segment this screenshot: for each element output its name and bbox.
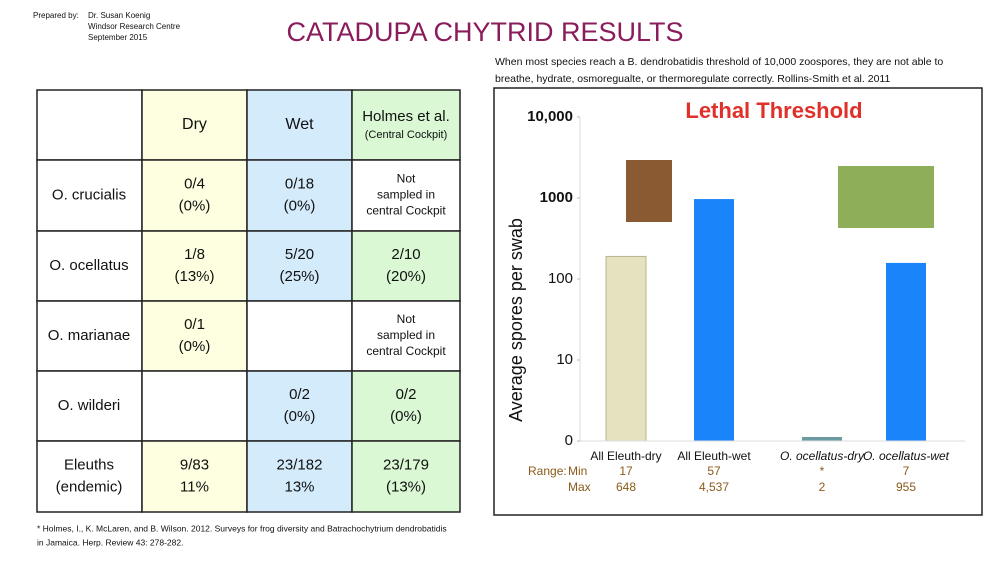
y-tick-label: 100 — [548, 270, 573, 287]
table-cell — [141, 370, 248, 442]
table-cell — [141, 300, 248, 372]
table-value: 0/2 — [289, 386, 310, 403]
table-value: 1/8 — [184, 246, 205, 263]
table-cell — [141, 230, 248, 302]
table-value: central Cockpit — [366, 204, 446, 218]
table-value: (20%) — [386, 268, 426, 285]
column-header: Holmes et al. — [362, 108, 450, 125]
row-label: O. ocellatus — [49, 257, 128, 274]
range-label: Range: — [528, 464, 567, 478]
table-value: 11% — [180, 478, 209, 495]
table-cell — [36, 370, 143, 442]
table-value: 0/18 — [285, 175, 314, 192]
table-cell — [141, 159, 248, 232]
table-cell — [351, 440, 461, 513]
note-line: breathe, hydrate, osmoregualte, or therm… — [495, 73, 890, 85]
row-label: Eleuths (endemic) — [56, 456, 123, 495]
range-max: 648 — [616, 480, 636, 494]
bar — [802, 437, 842, 441]
range-min: 7 — [903, 464, 910, 478]
range-max: 955 — [896, 480, 916, 494]
table-cell — [246, 159, 353, 232]
frog-photo — [626, 160, 672, 222]
table-value: 13% — [284, 478, 314, 495]
frog-photo — [838, 166, 934, 228]
footnote: * Holmes, I., K. McLaren, and B. Wilson.… — [37, 523, 447, 533]
table-cell — [246, 89, 353, 161]
table-value: 0/2 — [396, 386, 417, 403]
y-tick-label: 10,000 — [527, 108, 573, 125]
prepared-by: September 2015 — [88, 33, 148, 42]
table-value: 2/10 — [391, 246, 420, 263]
table: Dry Wet Holmes et al. (Central Cockpit) O. c… — [36, 89, 461, 513]
table-value: (0%) — [284, 408, 316, 425]
table-value: 0/1 — [184, 316, 205, 333]
table-cell — [351, 89, 461, 161]
footnote: in Jamaica. Herp. Review 43: 278-282. — [37, 537, 183, 547]
y-axis-label: Average spores per swab — [506, 218, 526, 422]
row-label: O. crucialis — [52, 186, 126, 203]
table-cell — [351, 230, 461, 302]
x-tick-label: All Eleuth-dry — [590, 449, 661, 463]
table-value: 9/83 — [180, 456, 209, 473]
table-value: 23/179 — [383, 456, 429, 473]
table-value: (0%) — [179, 338, 211, 355]
note-line: When most species reach a B. dendrobatid… — [495, 56, 943, 68]
table-cell — [246, 370, 353, 442]
table-cell — [36, 159, 143, 232]
y-tick-label: 0 — [565, 432, 573, 449]
range-max: 4,537 — [699, 480, 729, 494]
x-tick-label: O. ocellatus-wet — [863, 449, 950, 463]
table-cell — [36, 440, 143, 513]
bar — [886, 262, 926, 441]
table-value: sampled in — [377, 328, 435, 342]
table-value: sampled in — [377, 188, 435, 202]
column-header: Wet — [285, 116, 314, 133]
table-value: central Cockpit — [366, 344, 446, 358]
table-value: 5/20 — [285, 246, 314, 263]
table-value: (25%) — [279, 268, 319, 285]
table-cell — [246, 230, 353, 302]
prepared-label: Prepared by: — [33, 11, 79, 20]
column-note: (Central Cockpit) — [365, 129, 448, 141]
table-cell — [36, 89, 143, 161]
bar — [694, 199, 734, 441]
max-label: Max — [568, 480, 591, 494]
table-cell — [246, 300, 353, 372]
x-tick-label: O. ocellatus-dry — [780, 449, 865, 463]
range-min: 57 — [707, 464, 721, 478]
bar — [605, 255, 647, 442]
range-max: 2 — [819, 480, 826, 494]
range-min: * — [820, 464, 825, 478]
table-value: (13%) — [386, 478, 426, 495]
y-tick-label: 1000 — [540, 189, 573, 206]
chart-title: Lethal Threshold — [685, 98, 862, 123]
range-min: 17 — [619, 464, 633, 478]
table-value: (0%) — [390, 408, 422, 425]
table-value: (0%) — [179, 197, 211, 214]
table-cell — [351, 300, 461, 372]
table-cell — [246, 440, 353, 513]
table-cell — [351, 370, 461, 442]
table-value: (0%) — [284, 197, 316, 214]
row-label: O. wilderi — [58, 397, 121, 414]
chart: Lethal Threshold Average spores per swab 0… — [506, 98, 965, 494]
x-tick-label: All Eleuth-wet — [677, 449, 751, 463]
table-value: Not — [397, 172, 416, 186]
prepared-by: Windsor Research Centre — [88, 22, 181, 31]
table-value: Not — [397, 312, 416, 326]
table-cell — [141, 89, 248, 161]
table-value: 0/4 — [184, 175, 205, 192]
prepared-by: Dr. Susan Koenig — [88, 11, 150, 20]
table-value: 23/182 — [277, 456, 323, 473]
y-tick-label: 10 — [556, 351, 573, 368]
min-label: Min — [568, 464, 587, 478]
table-cell — [141, 440, 248, 513]
column-header: Dry — [182, 116, 207, 133]
slide-title: CATADUPA CHYTRID RESULTS — [286, 17, 683, 47]
table-value: (13%) — [174, 268, 214, 285]
row-label: O. marianae — [48, 327, 131, 344]
